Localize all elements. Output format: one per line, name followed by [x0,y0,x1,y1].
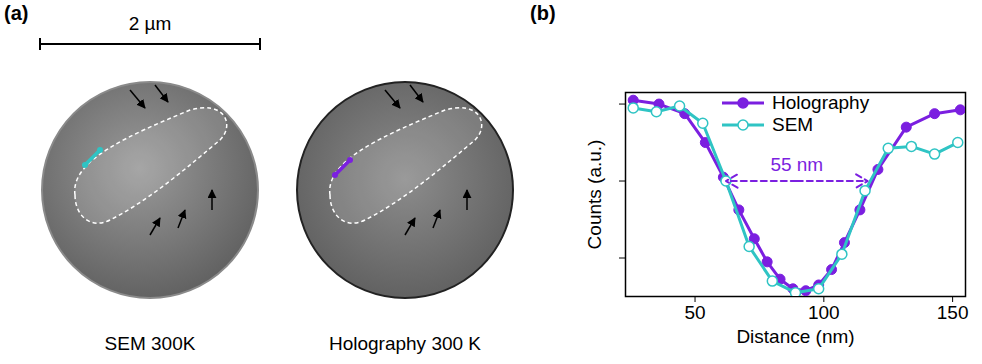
html-text:(b): (b) [530,2,556,24]
svg-text:50: 50 [684,302,705,323]
html-text:Holography: Holography [772,92,870,113]
svg-text:55 nm: 55 nm [770,154,823,175]
html-text:SEM: SEM [772,114,814,135]
svg-text:Counts (a.u.): Counts (a.u.) [584,140,605,250]
svg-text:150: 150 [937,302,969,323]
svg-text:SEM 300K: SEM 300K [105,333,196,354]
svg-text:2 µm: 2 µm [129,13,172,34]
svg-text:Distance (nm): Distance (nm) [736,326,854,347]
html-text:(a): (a) [4,2,29,24]
svg-text:100: 100 [808,302,840,323]
svg-text:Holography 300 K: Holography 300 K [329,333,481,354]
